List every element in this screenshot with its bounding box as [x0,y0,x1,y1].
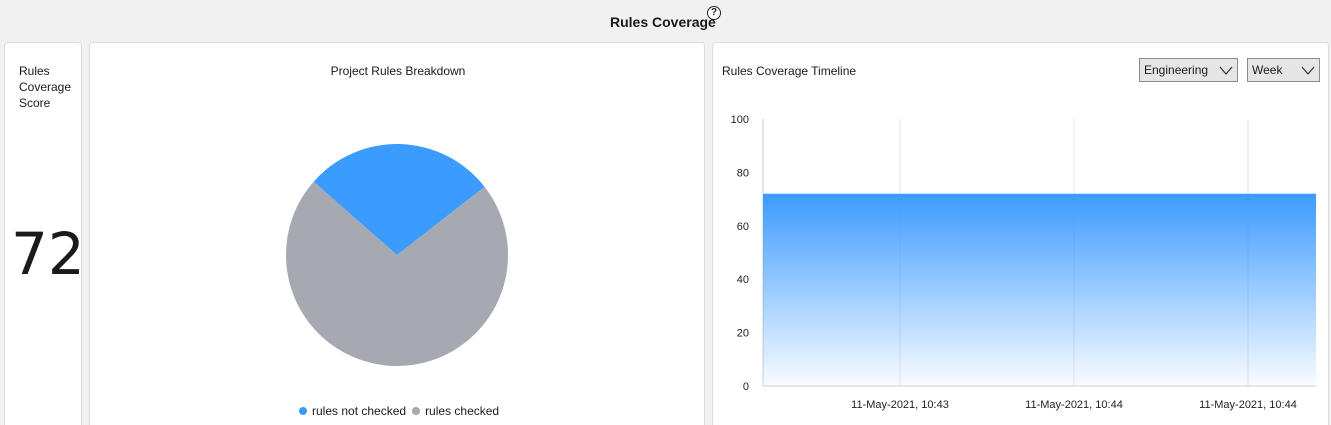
pie-chart [286,144,508,366]
timeline-chart-title: Rules Coverage Timeline [722,64,857,78]
y-tick-label: 60 [737,221,749,233]
help-icon[interactable]: ? [707,6,721,20]
pie-chart-title: Project Rules Breakdown [330,64,466,78]
chevron-down-icon [1301,66,1315,75]
y-tick-label: 100 [731,114,749,126]
score-label: Rules Coverage Score [19,64,72,110]
chevron-down-icon [1219,66,1233,75]
legend-dot-not-checked [299,407,307,415]
pie-slice-rules-not-checked[interactable] [313,144,485,255]
legend-label-not-checked: rules not checked [312,404,407,418]
y-tick-label: 80 [737,167,749,179]
x-tick-label: 11-May-2021, 10:43 [851,399,949,411]
pie-slice-rules-checked[interactable] [286,181,508,366]
x-tick-label: 11-May-2021, 10:44 [1199,399,1297,411]
page-title: Rules Coverage [610,14,716,30]
legend-item-checked[interactable]: rules checked [412,404,499,418]
team-select[interactable]: Engineering [1139,58,1238,82]
score-value: 72 [11,220,85,288]
team-select-value: Engineering [1144,63,1209,77]
timeline-chart: 0 20 40 60 80 100 11-May-2021, 10:43 11-May-202… [731,114,1316,411]
x-tick-label: 11-May-2021, 10:44 [1025,399,1123,411]
pie-card: Project Rules Breakdown rules not checke… [89,42,705,425]
pie-legend: rules not checked rules checked [299,404,505,418]
y-tick-label: 20 [737,328,749,340]
legend-item-not-checked[interactable]: rules not checked [299,404,406,418]
timeline-card: Rules Coverage Timeline Engineering Week… [712,42,1329,425]
legend-dot-checked [412,407,421,415]
y-tick-label: 40 [737,274,749,286]
y-tick-label: 0 [743,381,749,393]
page-header: Rules Coverage ? [0,0,1331,40]
period-select-value: Week [1252,63,1283,77]
period-select[interactable]: Week [1247,58,1320,82]
coverage-area[interactable] [763,193,1316,386]
score-card: Rules Coverage Score 72 [4,42,85,425]
legend-label-checked: rules checked [425,404,500,418]
